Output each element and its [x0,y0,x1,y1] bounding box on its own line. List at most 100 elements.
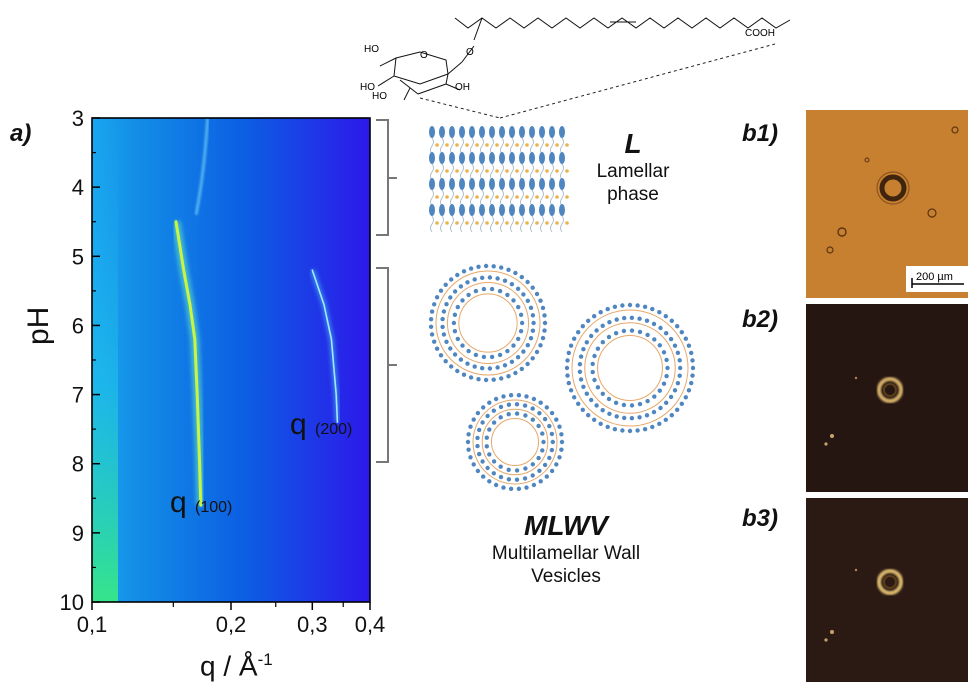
vesicle-lipid-head [501,394,506,399]
lipid-head [489,152,495,164]
vesicle-bilayer [458,293,518,353]
vesicle-lipid-head [523,413,528,418]
lipid-tail-end [515,221,519,225]
vesicle-lipid-head [511,343,516,348]
lipid-tail-end [525,195,529,199]
vesicle-lipid-head [466,348,471,354]
vesicle-lipid-head [505,348,510,354]
panel-a-label: a) [10,120,32,147]
lipid-tail [460,137,464,155]
lamellar-phase-label: L Lamellar phase [588,128,678,206]
vesicle-lipid-head [472,277,477,282]
vesicle-lipid-head [576,401,581,406]
lipid-tail-end [475,143,479,147]
vesicle-lipid-head [549,447,555,453]
lipid-tail [450,189,454,207]
vesicle-lipid-head [530,285,535,290]
y-tick-label-9: 9 [72,521,84,546]
vesicle-lipid-head [534,291,540,297]
micrograph-b1-features [826,126,959,254]
vesicle-lipid-head [522,403,528,408]
vesicle-lipid-head [487,427,492,432]
vesicle-lipid-head [528,305,534,310]
vesicle-lipid-head [542,320,548,326]
vesicle-lipid-head [568,388,574,393]
vesicle-bilayer [584,322,676,414]
lipid-tail [500,163,504,181]
lipid-tail-end [565,169,569,173]
vesicle-lipid-head [483,377,489,383]
lipid-tail [560,189,564,207]
vesicle-lipid-head [536,423,541,429]
vesicle-lipid-head [689,380,694,386]
y-axis-ticks: 3 4 5 6 7 8 9 10 [60,106,100,615]
lamellar-bracket [376,119,397,236]
vesicle-lipid-head [516,393,522,398]
vesicle-lipid-head [542,462,548,468]
vesicle-lipid-head [577,362,583,367]
vesicle-lipid-head [452,329,458,334]
vesicle-lipid-head [635,303,640,308]
lipid-tail-end [435,195,439,199]
vesicle-lipid-head [664,373,669,379]
vesicle-lipid-head [592,377,597,383]
x-tick-label-0.2: 0,2 [216,612,247,637]
vesicle-lipid-head [513,270,518,276]
lipid-tail-end [545,169,549,173]
lipid-head [429,126,435,138]
lipid-tail-end [555,195,559,199]
vesicle-lipid-head [572,395,577,400]
cooh-label: COOH [745,28,775,39]
vesicle-lipid-head [598,310,603,315]
vesicle-lipid-head [629,315,635,320]
lipid-head [509,204,515,216]
lipid-tail [470,189,474,207]
lipid-tail-end [455,221,459,225]
vesicle-lipid-head [598,421,603,426]
vesicle-lipid-head [592,353,597,359]
vesicle-lipid-head [689,350,694,356]
vesicle-lipid-head [645,398,650,404]
vesicle-lipid-head [444,302,449,307]
lipid-head [539,178,545,190]
vesicle-lipid-head [429,309,435,314]
vesicle-lipid-head [541,439,546,445]
lipid-tail [550,137,554,155]
vesicle-lipid-head [686,343,692,348]
vesicle-lipid-head [594,403,599,408]
lipid-tail-end [465,221,469,225]
vesicle-lipid-head [530,356,535,361]
vesicle-lipid-head [483,263,489,269]
lipid-head [559,152,565,164]
lipid-tail [480,163,484,181]
lipid-head [509,152,515,164]
vesicle-lipid-head [644,413,650,418]
vesicle-lipid-head [530,462,535,467]
vesicle-lipid-head [629,403,635,408]
vesicle-lipid-head [493,482,499,488]
vesicle-lipid-head [544,474,549,479]
vesicle-lipid-head [506,467,511,472]
lipid-head [449,126,455,138]
vesicle-lipid-head [564,365,570,371]
vesicle-lipid-head [658,325,663,331]
vesicle-lipid-head [452,352,458,357]
lipid-tail [550,163,554,181]
vesicle-lipid-head [429,332,435,337]
vesicle-lipid-head [475,410,481,416]
lipid-tail [460,163,464,181]
vesicle-lipid-head [629,416,635,421]
lipid-tail [450,137,454,155]
lipid-tail [490,189,494,207]
vesicle-lipid-head [508,393,514,398]
x-axis-label: q / Å-1 [200,650,273,682]
vesicle-lipid-head [518,312,524,317]
lipid-head [519,204,525,216]
ho-label-1: HO [364,44,379,55]
lipid-tail-end [515,195,519,199]
lipid-tail-end [535,195,539,199]
vesicle-lipid-head [480,366,485,371]
vesicle-lipid-head [441,332,447,337]
vesicle-bilayer [472,399,558,485]
lipid-head [499,126,505,138]
